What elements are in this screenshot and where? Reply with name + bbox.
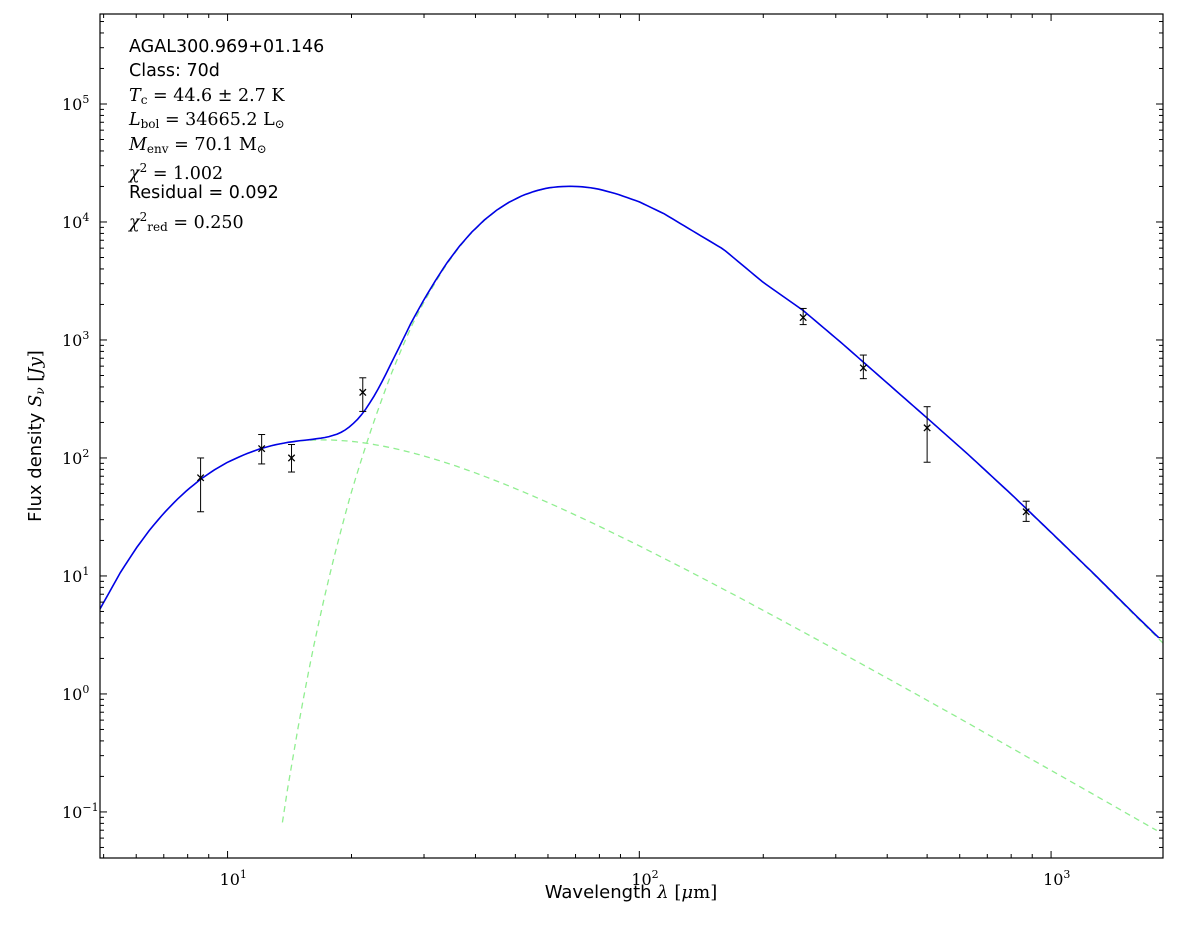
x-axis-label: Wavelength λ [μm] <box>545 882 717 903</box>
annotation-line: Class: 70d <box>129 58 324 82</box>
text-token: AGAL300.969+01.146 <box>129 37 325 57</box>
text-token: ] <box>25 350 46 358</box>
text-token: S <box>25 394 46 407</box>
plot-frame <box>99 13 1164 859</box>
x-marker <box>287 454 296 462</box>
x-marker <box>1022 508 1030 516</box>
text-token: [ <box>25 374 46 388</box>
annotation-line: Tc = 44.6 ± 2.7 K <box>129 83 324 107</box>
text-token: m <box>693 882 711 903</box>
text-token: ] <box>710 882 718 903</box>
data-point <box>257 434 266 465</box>
x-marker <box>799 313 807 322</box>
y-axis-tick-label: 103 <box>62 329 89 350</box>
text-token: Class: 70d <box>129 61 220 82</box>
x-axis-tick-label: 103 <box>1043 868 1070 889</box>
text-token: M <box>129 134 147 155</box>
text-token: M <box>238 134 257 155</box>
data-point <box>859 354 867 380</box>
y-axis-tick-label: 101 <box>62 565 89 586</box>
data-point <box>287 444 296 473</box>
text-token: = 1.002 <box>147 163 224 184</box>
text-token: bol <box>140 117 160 132</box>
text-token: = 34665.2 <box>159 110 264 131</box>
x-marker <box>196 474 205 482</box>
text-token: Wavelength <box>544 882 658 903</box>
text-token: Jy <box>25 357 46 375</box>
y-axis-label: Flux density Sν [Jy] <box>25 350 47 522</box>
cold-component-curve <box>281 185 1163 823</box>
data-point <box>1022 500 1030 522</box>
data-point <box>196 457 205 513</box>
total-model-curve <box>100 185 1160 639</box>
data-point <box>923 406 931 463</box>
text-token: T <box>129 85 141 106</box>
y-axis-tick-label: 104 <box>62 211 89 232</box>
y-axis-tick-label: 100 <box>62 683 89 704</box>
text-token: 2 <box>139 209 148 224</box>
text-token: = 44.6 ± 2.7 K <box>147 85 285 106</box>
x-axis-tick-label: 101 <box>220 868 247 889</box>
text-token: χ <box>129 163 140 184</box>
data-point <box>799 307 807 326</box>
text-token: χ <box>129 212 140 233</box>
text-token: c <box>140 92 148 107</box>
text-token: L <box>263 110 275 131</box>
text-token: Residual = 0.092 <box>129 183 279 204</box>
annotation-line: χ2red = 0.250 <box>129 205 324 234</box>
text-token: = 0.250 <box>167 212 244 233</box>
text-token: env <box>146 141 169 156</box>
x-marker <box>257 444 266 453</box>
text-token: λ <box>657 882 669 903</box>
x-marker <box>359 388 367 396</box>
text-token: 2 <box>139 160 148 175</box>
x-axis-tick-label: 102 <box>631 868 658 889</box>
text-token: [ <box>668 882 682 903</box>
x-marker <box>923 424 931 432</box>
x-marker <box>859 364 867 372</box>
text-token: ⊙ <box>274 117 285 132</box>
text-token: = 70.1 <box>168 134 239 155</box>
data-point <box>359 377 367 412</box>
y-axis-tick-label: 105 <box>62 93 89 114</box>
warm-component-curve <box>100 439 1158 832</box>
annotation-block: AGAL300.969+01.146 Class: 70d Tc = 44.6 ± … <box>129 34 324 234</box>
text-token: μ <box>681 882 694 903</box>
text-token: ν <box>33 387 47 395</box>
text-token: L <box>129 110 141 131</box>
text-token: ⊙ <box>256 141 267 156</box>
text-token: red <box>147 219 168 234</box>
annotation-line: Menv = 70.1 M⊙ <box>129 132 324 156</box>
text-token: Flux density <box>25 406 46 522</box>
annotation-line: χ2 = 1.002 <box>129 156 324 184</box>
y-axis-tick-label: 102 <box>62 447 89 468</box>
annotation-line: Lbol = 34665.2 L⊙ <box>129 107 324 131</box>
y-axis-tick-label: 10−1 <box>62 801 99 822</box>
annotation-line: Residual = 0.092 <box>129 180 324 204</box>
annotation-line: AGAL300.969+01.146 <box>129 34 324 58</box>
